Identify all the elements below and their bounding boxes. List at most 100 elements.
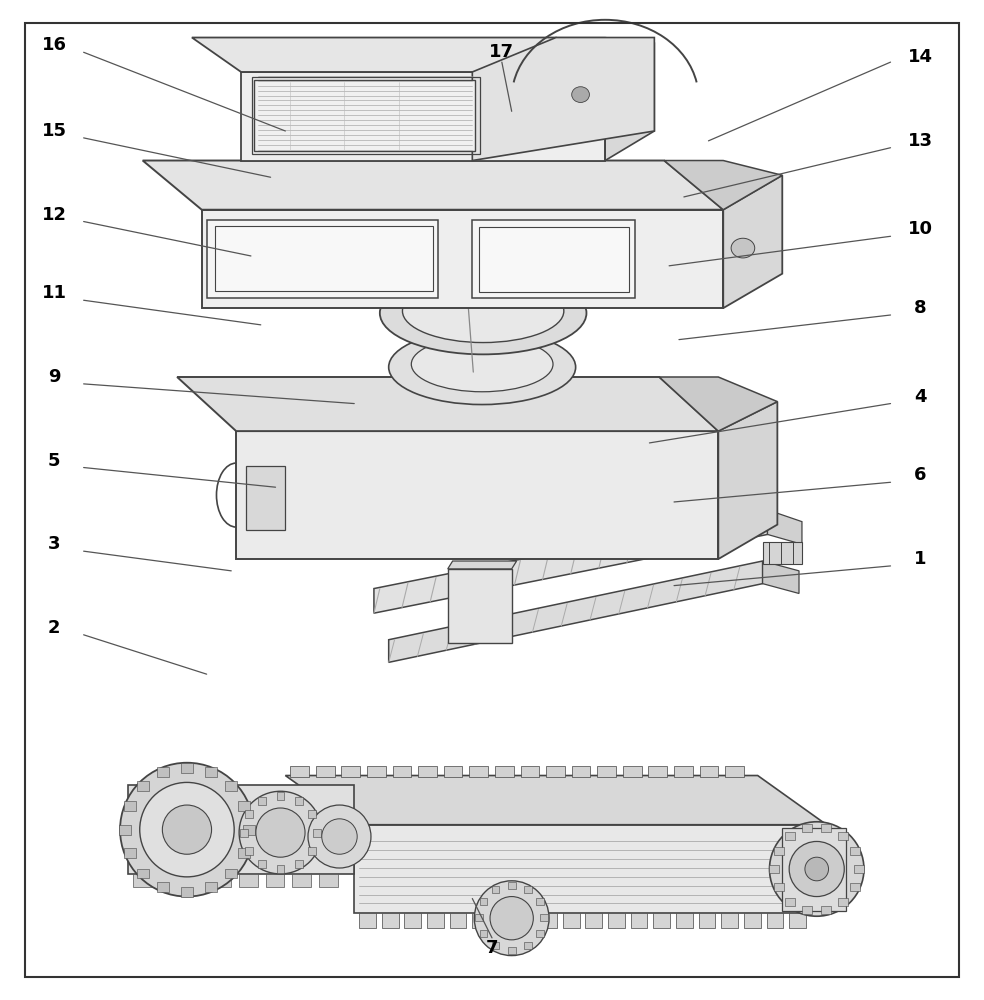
Text: 10: 10: [907, 220, 933, 238]
Bar: [246, 466, 285, 530]
Bar: [597, 766, 616, 777]
Bar: [157, 882, 169, 892]
Bar: [508, 947, 516, 954]
Bar: [773, 847, 783, 855]
Ellipse shape: [120, 763, 254, 897]
Bar: [631, 913, 647, 928]
Bar: [254, 80, 475, 151]
Bar: [294, 860, 302, 868]
Bar: [367, 766, 386, 777]
Polygon shape: [128, 785, 354, 874]
Bar: [245, 847, 253, 855]
Bar: [157, 767, 169, 777]
Polygon shape: [374, 510, 768, 613]
Polygon shape: [192, 38, 605, 72]
Ellipse shape: [731, 238, 755, 258]
Bar: [308, 847, 316, 855]
Bar: [676, 913, 693, 928]
Polygon shape: [718, 402, 777, 559]
Bar: [124, 848, 136, 858]
Polygon shape: [448, 313, 519, 377]
Bar: [181, 887, 193, 897]
Text: 16: 16: [41, 36, 67, 54]
Bar: [773, 883, 783, 891]
Ellipse shape: [162, 805, 212, 854]
Bar: [319, 874, 338, 887]
Bar: [243, 825, 255, 835]
Bar: [838, 898, 848, 906]
Ellipse shape: [402, 280, 564, 343]
Bar: [524, 942, 531, 949]
Polygon shape: [285, 776, 827, 825]
Bar: [744, 913, 761, 928]
Bar: [277, 792, 284, 800]
Text: 1: 1: [914, 550, 926, 568]
Bar: [674, 766, 693, 777]
Polygon shape: [472, 38, 654, 161]
Bar: [767, 913, 783, 928]
Polygon shape: [241, 72, 605, 161]
Bar: [207, 220, 438, 298]
Bar: [479, 227, 629, 292]
Ellipse shape: [239, 791, 322, 874]
Bar: [205, 767, 216, 777]
Bar: [822, 906, 831, 914]
Bar: [563, 913, 580, 928]
Bar: [495, 766, 514, 777]
Bar: [137, 869, 149, 878]
Bar: [277, 865, 284, 873]
Bar: [850, 847, 860, 855]
Polygon shape: [236, 431, 718, 559]
Ellipse shape: [308, 805, 371, 868]
Bar: [382, 913, 399, 928]
Polygon shape: [143, 161, 723, 210]
Bar: [769, 865, 779, 873]
Bar: [495, 913, 512, 928]
Bar: [763, 542, 802, 564]
Bar: [137, 781, 149, 791]
Bar: [850, 883, 860, 891]
Bar: [472, 220, 635, 298]
Bar: [341, 766, 360, 777]
Bar: [492, 942, 500, 949]
Polygon shape: [448, 561, 517, 569]
Bar: [653, 913, 670, 928]
Bar: [585, 913, 602, 928]
Bar: [404, 913, 421, 928]
Polygon shape: [354, 825, 827, 913]
Bar: [186, 874, 205, 887]
Text: 5: 5: [48, 452, 60, 470]
Bar: [540, 914, 548, 921]
Polygon shape: [664, 161, 782, 210]
Polygon shape: [659, 377, 777, 431]
Bar: [700, 766, 718, 777]
Bar: [252, 77, 480, 154]
Bar: [181, 763, 193, 773]
Ellipse shape: [322, 819, 357, 854]
Polygon shape: [605, 42, 654, 161]
Text: 3: 3: [48, 535, 60, 553]
Bar: [427, 913, 444, 928]
Polygon shape: [177, 377, 718, 431]
Bar: [359, 913, 376, 928]
Bar: [472, 913, 489, 928]
Bar: [838, 832, 848, 840]
Bar: [238, 801, 250, 811]
Bar: [316, 766, 335, 777]
Text: 17: 17: [489, 43, 515, 61]
Bar: [854, 865, 864, 873]
Bar: [266, 874, 284, 887]
Bar: [448, 569, 512, 643]
Bar: [215, 226, 433, 291]
Ellipse shape: [256, 808, 305, 857]
Bar: [524, 886, 531, 893]
Ellipse shape: [411, 337, 553, 392]
Bar: [546, 766, 565, 777]
Bar: [721, 913, 738, 928]
Text: 2: 2: [48, 619, 60, 637]
Polygon shape: [202, 210, 723, 308]
Bar: [238, 848, 250, 858]
Bar: [521, 766, 539, 777]
Bar: [213, 874, 231, 887]
Bar: [785, 832, 795, 840]
